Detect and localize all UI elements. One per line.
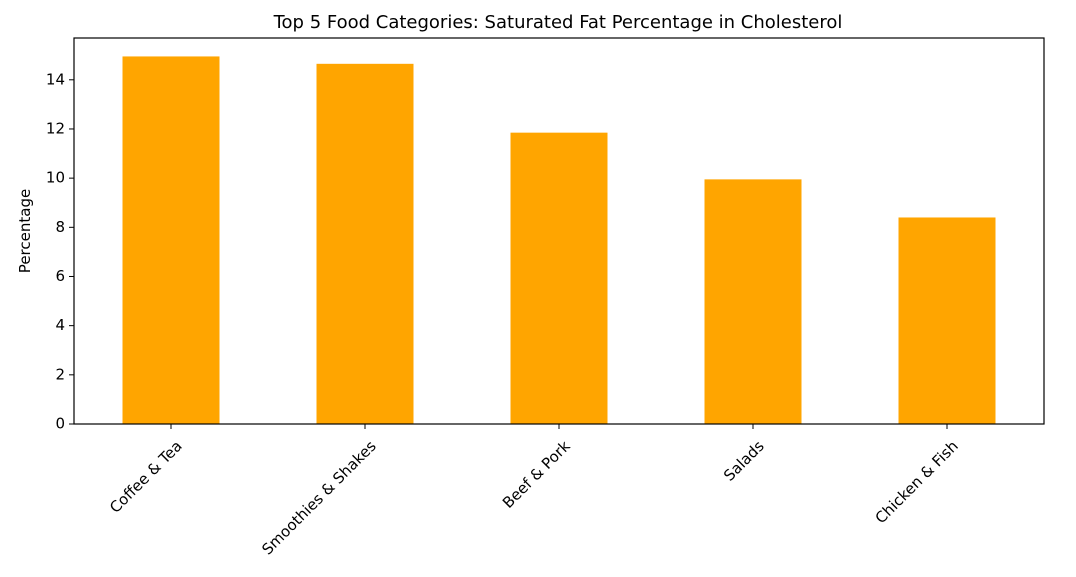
y-tick-label: 4	[55, 316, 65, 334]
x-tick-label: Smoothies & Shakes	[258, 437, 380, 559]
bar-beef-pork	[510, 132, 608, 424]
y-tick-label: 6	[55, 267, 65, 285]
chart-title: Top 5 Food Categories: Saturated Fat Per…	[273, 12, 843, 33]
y-tick-label: 10	[46, 169, 65, 187]
x-tick-label: Coffee & Tea	[106, 437, 186, 517]
x-tick-label: Beef & Pork	[499, 437, 574, 512]
bar-coffee-tea	[122, 56, 220, 425]
bar-salads	[704, 179, 802, 424]
bar-smoothies-shakes	[316, 63, 414, 425]
bar-chicken-fish	[898, 217, 996, 424]
y-tick-label: 14	[46, 70, 65, 88]
y-tick-label: 0	[55, 415, 65, 433]
x-tick-label: Salads	[720, 437, 768, 485]
y-tick-label: 8	[55, 218, 65, 236]
plot-area-frame	[73, 37, 1045, 425]
y-tick-label: 12	[46, 119, 65, 137]
x-axis-ticks: Coffee & Tea Smoothies & Shakes Beef & Por…	[106, 424, 962, 558]
bars-layer	[122, 56, 996, 425]
x-tick-label: Chicken & Fish	[872, 437, 962, 527]
y-tick-label: 2	[55, 365, 65, 383]
y-axis-label: Percentage	[16, 189, 34, 273]
y-axis-ticks: 0 2 4 6 8 10 12 14	[46, 70, 74, 433]
